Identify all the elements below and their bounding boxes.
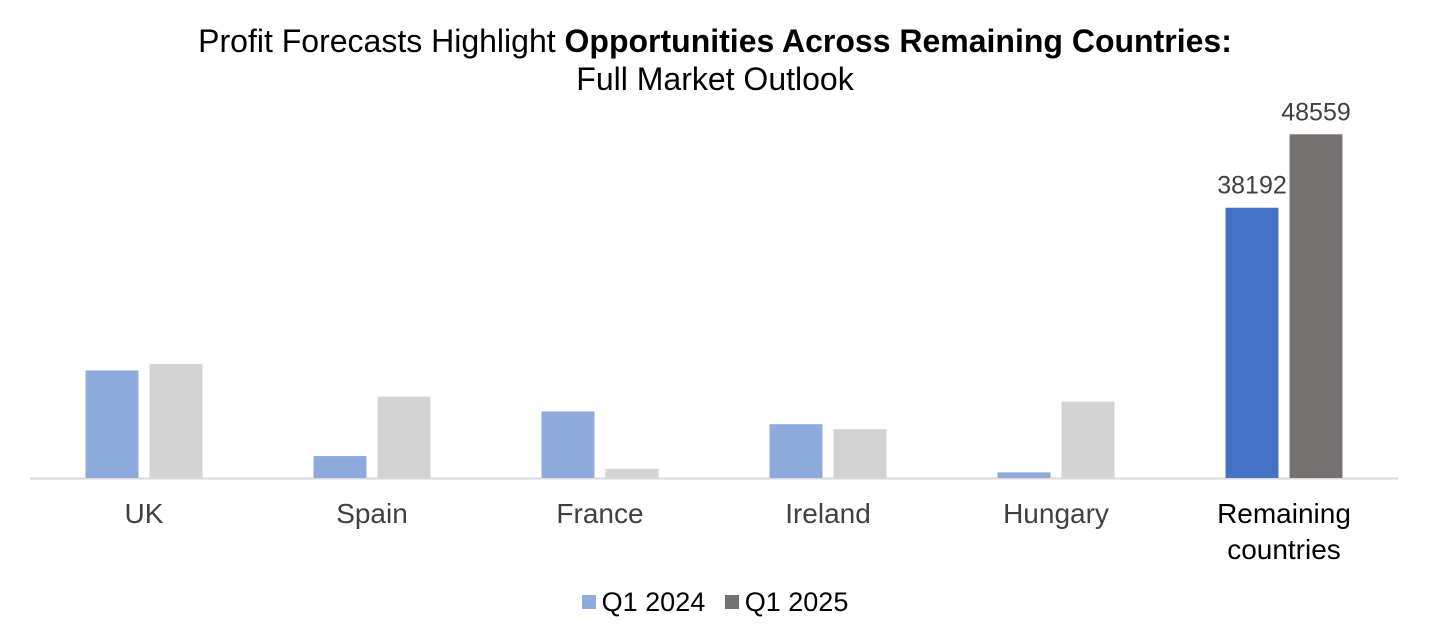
data-label-remaining-countries-q1-2025: 48559 <box>1281 98 1351 126</box>
chart-title-line-1: Profit Forecasts Highlight Opportunities… <box>0 22 1430 60</box>
bar-ireland-q1-2024 <box>769 424 823 478</box>
legend-swatch-q1-2024 <box>581 595 596 609</box>
bar-remaining-countries-q1-2024 <box>1225 207 1279 479</box>
bar-hungary-q1-2024 <box>997 472 1051 478</box>
data-label-remaining-countries-q1-2024: 38192 <box>1217 172 1287 200</box>
bar-spain-q1-2025 <box>377 396 431 478</box>
chart-title: Profit Forecasts Highlight Opportunities… <box>0 22 1430 98</box>
legend-label-q1-2024: Q1 2024 <box>601 587 706 617</box>
legend-swatch-q1-2025 <box>724 595 739 609</box>
bar-uk-q1-2025 <box>149 364 203 478</box>
bar-ireland-q1-2025 <box>833 429 887 478</box>
legend-label-q1-2025: Q1 2025 <box>744 587 849 617</box>
bar-spain-q1-2024 <box>313 456 367 478</box>
chart-title-emphasis: Opportunities Across Remaining Countries… <box>564 23 1232 59</box>
bar-france-q1-2024 <box>541 411 595 478</box>
x-tick-label-hungary: Hungary <box>1003 498 1109 529</box>
x-tick-label-remaining-countries: Remaining countries <box>1217 498 1351 565</box>
bar-hungary-q1-2025 <box>1061 401 1115 478</box>
chart-subtitle: Full Market Outlook <box>576 61 854 97</box>
x-tick-label-uk: UK <box>125 498 164 529</box>
bar-uk-q1-2024 <box>85 370 139 478</box>
legend-item-q1-2024: Q1 2024 <box>581 585 706 619</box>
chart-title-prefix: Profit Forecasts Highlight <box>198 23 565 59</box>
x-tick-label-spain: Spain <box>336 498 408 529</box>
bar-france-q1-2025 <box>605 468 659 478</box>
bar-remaining-countries-q1-2025 <box>1289 134 1343 479</box>
x-tick-label-ireland: Ireland <box>785 498 871 529</box>
chart-legend: Q1 2024 Q1 2025 <box>0 583 1430 619</box>
legend-item-q1-2025: Q1 2025 <box>724 585 849 619</box>
x-tick-label-france: France <box>556 498 643 529</box>
